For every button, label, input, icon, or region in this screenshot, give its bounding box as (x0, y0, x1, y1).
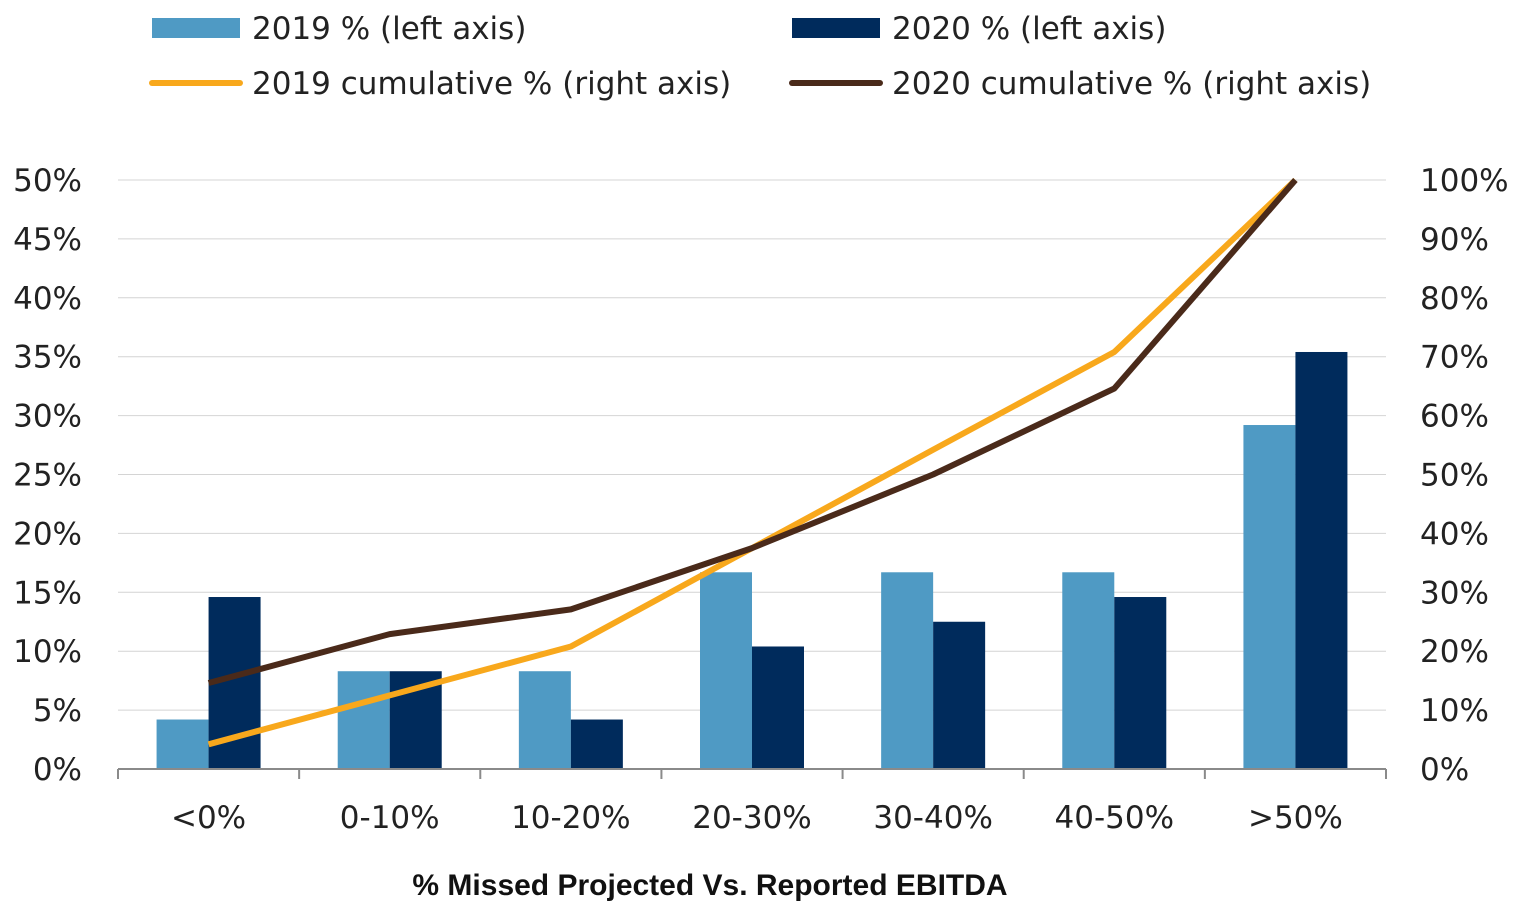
left-tick-label: 50% (13, 163, 82, 199)
left-tick-label: 10% (13, 634, 82, 670)
right-tick-label: 90% (1420, 222, 1489, 258)
right-tick-label: 80% (1420, 281, 1489, 317)
legend-label: 2019 % (left axis) (252, 11, 526, 47)
left-tick-label: 20% (13, 516, 82, 552)
legend-label: 2020 cumulative % (right axis) (892, 66, 1371, 102)
axes (117, 768, 1387, 779)
right-tick-label: 10% (1420, 693, 1489, 729)
right-tick-label: 100% (1420, 163, 1509, 199)
legend-label: 2020 % (left axis) (892, 11, 1166, 47)
left-tick-label: 45% (13, 222, 82, 258)
left-tick-label: 0% (33, 752, 82, 788)
bar-2019 (1243, 425, 1296, 769)
right-tick-label: 20% (1420, 634, 1489, 670)
x-tick-label: 40-50% (1055, 800, 1175, 836)
left-tick-label: 35% (13, 340, 82, 376)
x-axis-ticks: <0% 0-10% 10-20% 20-30% 30-40% 40-50% >50% (171, 800, 1343, 836)
x-tick-label: >50% (1248, 800, 1343, 836)
bars (156, 351, 1348, 769)
right-tick-label: 60% (1420, 399, 1489, 435)
bar-2019 (156, 719, 209, 769)
left-tick-label: 30% (13, 399, 82, 435)
bar-2019 (881, 572, 934, 769)
bar-2020 (570, 719, 623, 769)
bar-2020 (933, 621, 986, 769)
x-tick-label: 20-30% (692, 800, 812, 836)
right-tick-label: 0% (1420, 752, 1469, 788)
x-tick-label: 30-40% (873, 800, 993, 836)
left-tick-label: 5% (33, 693, 82, 729)
right-tick-label: 30% (1420, 575, 1489, 611)
legend-label: 2019 cumulative % (right axis) (252, 66, 731, 102)
x-axis-title: % Missed Projected Vs. Reported EBITDA (412, 869, 1007, 902)
x-tick-label: 10-20% (511, 800, 631, 836)
bar-2020 (1114, 597, 1167, 769)
left-axis-ticks: 0% 5% 10% 15% 20% 25% 30% 35% 40% 45% 50% (13, 163, 82, 788)
right-tick-label: 50% (1420, 458, 1489, 494)
lines (207, 177, 1298, 748)
left-tick-label: 25% (13, 458, 82, 494)
left-tick-label: 40% (13, 281, 82, 317)
right-axis-ticks: 0% 10% 20% 30% 40% 50% 60% 70% 80% 90% 100% (1420, 163, 1509, 788)
bar-2019 (1062, 572, 1115, 769)
bar-2019 (518, 671, 571, 769)
right-tick-label: 70% (1420, 340, 1489, 376)
legend: 2019 % (left axis) 2020 % (left axis) 2019… (149, 11, 1371, 102)
line-2020-cumulative (207, 178, 1298, 686)
x-tick-label: 0-10% (340, 800, 440, 836)
legend-swatch (792, 18, 880, 38)
left-tick-label: 15% (13, 575, 82, 611)
bar-2019 (337, 671, 390, 769)
bar-2020 (1295, 351, 1348, 769)
legend-swatch (152, 18, 240, 38)
bar-2019 (700, 572, 752, 769)
bar-2020 (752, 646, 804, 769)
right-tick-label: 40% (1420, 516, 1489, 552)
x-tick-label: <0% (171, 800, 246, 836)
